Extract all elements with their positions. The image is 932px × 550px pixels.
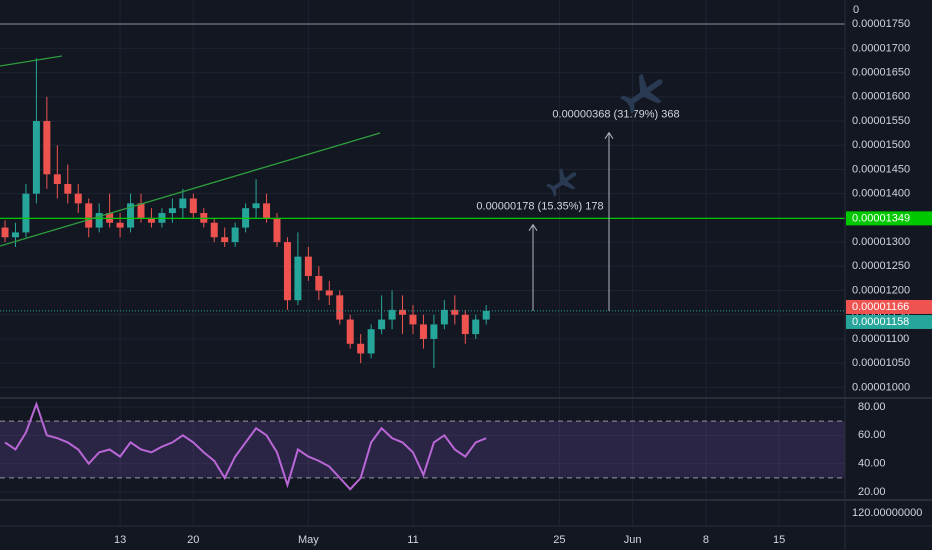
x-tick-label: May xyxy=(298,534,319,546)
level-box xyxy=(846,299,932,314)
trend-line xyxy=(0,55,63,67)
candle-body xyxy=(304,256,312,276)
measure-arrow-head xyxy=(604,131,614,139)
y-tick-label: 0.00001000 xyxy=(852,381,910,393)
y-tick-label: 0.00001300 xyxy=(852,236,910,248)
axes: 13 20 May 11 25 Jun 8 15 0.00001000 0.00001050 0.0… xyxy=(114,18,932,546)
level-box xyxy=(846,211,932,226)
plane-icon xyxy=(545,168,577,197)
candle-body xyxy=(43,121,51,175)
candle-body xyxy=(85,203,93,228)
y-tick-label: 0.00001450 xyxy=(852,163,910,175)
y-tick-label: 0.00001400 xyxy=(852,188,910,200)
candle-body xyxy=(64,183,72,194)
measure-label: 0.00000368 (31.79%) 368 xyxy=(552,109,679,121)
candle-body xyxy=(273,217,281,243)
measure-arrow-head xyxy=(528,223,538,231)
grid xyxy=(0,0,845,526)
candle-body xyxy=(378,319,386,330)
trend-line xyxy=(0,132,381,247)
y-tick-label: 0.00001050 xyxy=(852,357,910,369)
candle-body xyxy=(210,222,218,238)
candle-body xyxy=(419,324,427,339)
rsi-line xyxy=(4,401,487,491)
candle-body xyxy=(409,314,417,325)
level-box xyxy=(846,314,932,329)
x-tick-label: 15 xyxy=(773,534,785,546)
candle-body xyxy=(189,198,197,214)
candle-body xyxy=(472,319,480,335)
candle-body xyxy=(357,343,365,354)
candle-body xyxy=(336,295,344,320)
level-label: 0.00001349 xyxy=(852,212,910,224)
candle-body xyxy=(294,256,302,301)
x-tick-label: 20 xyxy=(187,534,199,546)
candle-body xyxy=(221,237,229,243)
candle-body xyxy=(32,121,40,194)
candle-body xyxy=(116,222,124,228)
y-tick-label: 0.00001200 xyxy=(852,284,910,296)
y-tick-label: 0.00001600 xyxy=(852,91,910,103)
candle-body xyxy=(399,309,407,315)
marks: 0.00000178 (15.35%) 178 0.00000368 (31.79… xyxy=(0,58,845,491)
candle-body xyxy=(482,310,490,320)
rsi-tick-label: 80.00 xyxy=(858,401,886,413)
candle-body xyxy=(461,314,469,335)
candle-body xyxy=(11,232,19,238)
x-tick-label: 13 xyxy=(114,534,126,546)
candle-body xyxy=(127,203,135,228)
x-tick-label: 11 xyxy=(407,534,418,546)
candle-body xyxy=(325,290,333,296)
rsi-tick-label: 20.00 xyxy=(858,486,886,498)
y-tick-label: 0.00001500 xyxy=(852,139,910,151)
rsi-tick-label: 60.00 xyxy=(858,429,886,441)
candle-body xyxy=(179,198,187,209)
candle-body xyxy=(430,324,438,339)
candle-body xyxy=(263,203,271,218)
rsi-band xyxy=(0,421,845,478)
candle-body xyxy=(388,309,396,320)
x-tick-label: 8 xyxy=(703,534,709,546)
x-tick-label: Jun xyxy=(624,534,642,546)
candle-body xyxy=(168,208,176,214)
y-tick-label: 0.00001750 xyxy=(852,18,910,30)
candle-body xyxy=(451,309,459,315)
y-tick-label: 0.00001650 xyxy=(852,67,910,79)
candle-body xyxy=(283,242,291,301)
candle-body xyxy=(367,329,375,354)
level-label: 0.00001158 xyxy=(852,316,909,328)
scale-label: 0 xyxy=(853,4,859,16)
candle-body xyxy=(231,227,239,243)
level-label: 0.00001166 xyxy=(852,301,909,313)
candle-body xyxy=(95,213,103,228)
candle-body xyxy=(53,174,61,184)
candle-body xyxy=(74,193,82,204)
pane-label: 120.00000000 xyxy=(852,507,922,519)
y-tick-label: 0.00001250 xyxy=(852,260,910,272)
candle-body xyxy=(315,275,323,291)
rsi-tick-label: 40.00 xyxy=(858,458,886,470)
candle-body xyxy=(1,227,9,238)
candle-body xyxy=(147,217,155,223)
y-tick-label: 0.00001100 xyxy=(852,333,909,345)
candle-body xyxy=(252,203,260,209)
candle-body xyxy=(346,319,354,344)
y-tick-label: 0.00001550 xyxy=(852,115,910,127)
y-tick-label: 0.00001700 xyxy=(852,42,910,54)
candle-body xyxy=(440,309,448,325)
measure-label: 0.00000178 (15.35%) 178 xyxy=(476,201,603,213)
plane-icon xyxy=(620,73,663,114)
candle-body xyxy=(137,203,145,218)
x-tick-label: 25 xyxy=(553,534,565,546)
candle-body xyxy=(22,193,30,233)
